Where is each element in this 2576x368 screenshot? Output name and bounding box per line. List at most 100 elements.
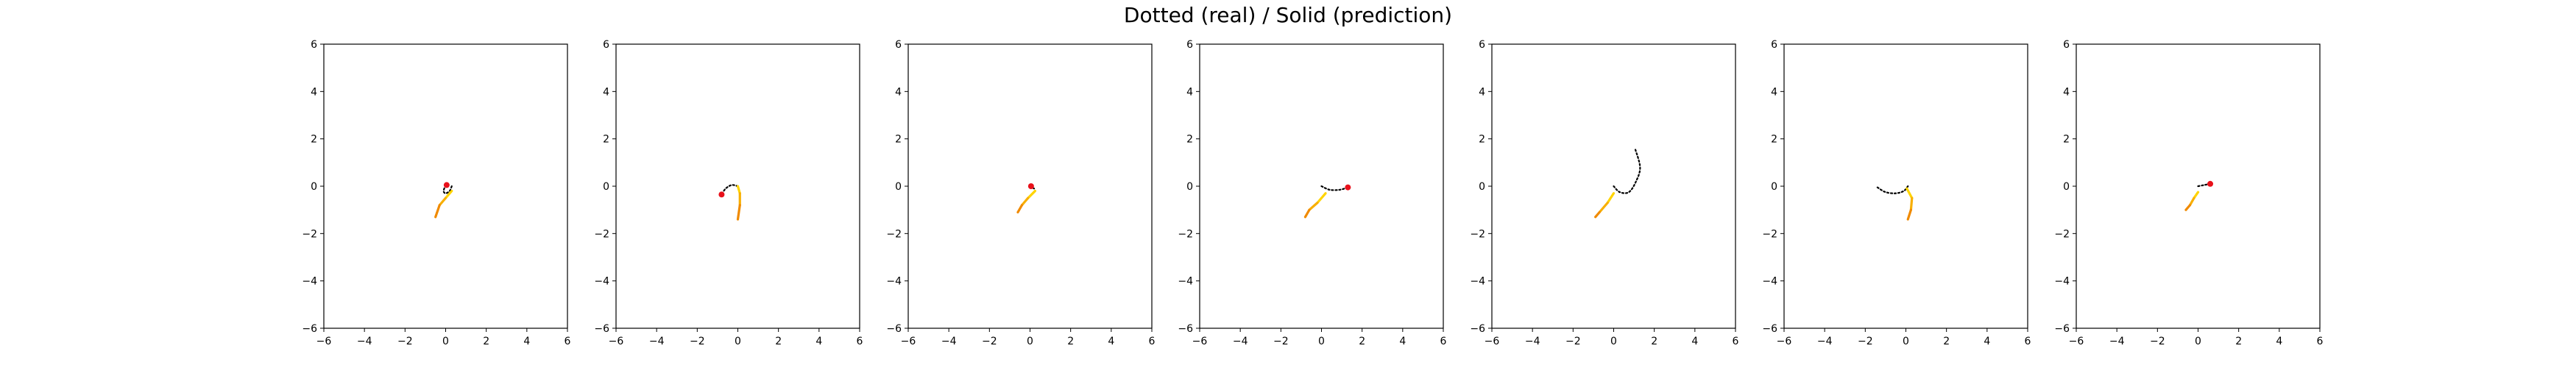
subplot-4: −6 −4 −2 0 2 4 6 −6 −4 −2 0 2 4 6	[1178, 39, 1446, 347]
x-tick-label: 4	[1691, 336, 1698, 347]
x-tick-label: −6	[1777, 336, 1792, 347]
prediction-segment	[2188, 197, 2195, 207]
prediction-segment	[1308, 201, 1319, 211]
real-trajectory	[1876, 185, 1909, 194]
x-tick-label: −2	[690, 336, 705, 347]
x-tick-label: −2	[982, 336, 997, 347]
x-tick-label: −4	[649, 336, 665, 347]
y-tick-label: 0	[2063, 181, 2070, 193]
x-tick-label: 4	[2276, 336, 2282, 347]
prediction-segment	[1906, 208, 1912, 221]
x-tick-label: 6	[1149, 336, 1156, 347]
x-tick-label: 0	[1318, 336, 1325, 347]
y-tick-label: 4	[1479, 86, 1485, 98]
x-tick-label: 2	[1651, 336, 1657, 347]
prediction-segment	[736, 185, 741, 195]
y-tick-label: 4	[895, 86, 902, 98]
y-tick-label: −6	[1178, 323, 1193, 335]
x-tick-label: 6	[1440, 336, 1447, 347]
x-tick-label: 0	[735, 336, 741, 347]
prediction-segment	[1303, 208, 1311, 219]
axes-frame	[1783, 43, 2028, 329]
x-tick-label: −4	[1233, 336, 1248, 347]
real-endpoint-marker	[1027, 183, 1034, 189]
x-tick-label: 0	[442, 336, 449, 347]
y-tick-label: 6	[895, 39, 902, 51]
figure-title: Dotted (real) / Solid (prediction)	[1124, 3, 1452, 27]
y-tick-label: 2	[1186, 134, 1193, 146]
subplot-2: −6 −4 −2 0 2 4 6 −6 −4 −2 0 2 4 6	[594, 39, 863, 347]
y-tick-label: −4	[1470, 276, 1485, 288]
y-tick-label: −2	[594, 228, 609, 240]
y-tick-label: −6	[886, 323, 902, 335]
x-tick-label: −2	[1858, 336, 1873, 347]
prediction-segment	[736, 204, 741, 221]
y-tick-label: −4	[1178, 276, 1193, 288]
x-tick-label: 6	[2317, 336, 2324, 347]
real-endpoint-marker	[2207, 180, 2214, 187]
y-tick-label: −6	[302, 323, 317, 335]
x-tick-label: −6	[1485, 336, 1500, 347]
y-tick-label: 2	[895, 134, 902, 146]
real-endpoint-marker	[718, 191, 725, 198]
x-tick-label: −2	[397, 336, 413, 347]
y-tick-label: 0	[603, 181, 609, 193]
prediction-segment	[1316, 192, 1327, 205]
y-tick-label: −2	[2054, 228, 2070, 240]
x-tick-label: 2	[1943, 336, 1950, 347]
y-tick-label: 2	[311, 134, 317, 146]
y-tick-label: 6	[311, 39, 317, 51]
real-trajectory	[442, 184, 453, 194]
y-tick-label: 0	[311, 181, 317, 193]
x-tick-label: 2	[1067, 336, 1074, 347]
y-tick-label: 0	[1479, 181, 1485, 193]
y-tick-label: 4	[1186, 86, 1193, 98]
x-tick-label: 2	[483, 336, 489, 347]
y-tick-label: 0	[895, 181, 902, 193]
y-tick-label: 2	[603, 134, 609, 146]
prediction-segment	[434, 204, 441, 219]
subplot-6: −6 −4 −2 0 2 4 6 −6 −4 −2 0 2 4 6	[1762, 39, 2031, 347]
x-tick-label: −6	[2069, 336, 2084, 347]
x-tick-label: −2	[1273, 336, 1289, 347]
prediction-segment	[1606, 192, 1616, 205]
x-tick-label: 4	[523, 336, 530, 347]
real-trajectory	[1320, 185, 1349, 191]
y-tick-label: 6	[603, 39, 609, 51]
y-tick-label: 0	[1771, 181, 1777, 193]
x-tick-label: −4	[1817, 336, 1833, 347]
prediction-segment	[2184, 204, 2192, 211]
y-tick-label: 4	[2063, 86, 2070, 98]
y-tick-label: 0	[1186, 181, 1193, 193]
y-tick-label: −4	[1762, 276, 1777, 288]
x-tick-label: 0	[1610, 336, 1617, 347]
x-tick-label: 6	[1733, 336, 1739, 347]
x-tick-label: 6	[857, 336, 863, 347]
y-tick-label: −2	[886, 228, 902, 240]
y-tick-label: −6	[2054, 323, 2070, 335]
y-tick-label: 6	[2063, 39, 2070, 51]
x-tick-label: −6	[609, 336, 624, 347]
prediction-segment	[1594, 210, 1601, 219]
x-tick-label: −4	[2109, 336, 2125, 347]
y-tick-label: 4	[1771, 86, 1777, 98]
x-tick-label: 0	[1903, 336, 1909, 347]
x-tick-label: 2	[2235, 336, 2242, 347]
y-tick-label: 2	[1479, 134, 1485, 146]
x-tick-label: 0	[1027, 336, 1033, 347]
x-tick-label: 2	[775, 336, 782, 347]
y-tick-label: 4	[603, 86, 609, 98]
x-tick-label: −2	[1565, 336, 1581, 347]
prediction-segment	[1016, 204, 1024, 213]
prediction-segment	[1020, 197, 1030, 207]
x-tick-label: 6	[565, 336, 571, 347]
y-tick-label: 6	[1771, 39, 1777, 51]
y-tick-label: 6	[1479, 39, 1485, 51]
x-tick-label: −6	[901, 336, 916, 347]
x-tick-label: 0	[2195, 336, 2201, 347]
x-tick-label: 4	[815, 336, 822, 347]
real-endpoint-marker	[443, 182, 450, 188]
x-tick-label: −4	[1525, 336, 1540, 347]
x-tick-label: −6	[316, 336, 332, 347]
